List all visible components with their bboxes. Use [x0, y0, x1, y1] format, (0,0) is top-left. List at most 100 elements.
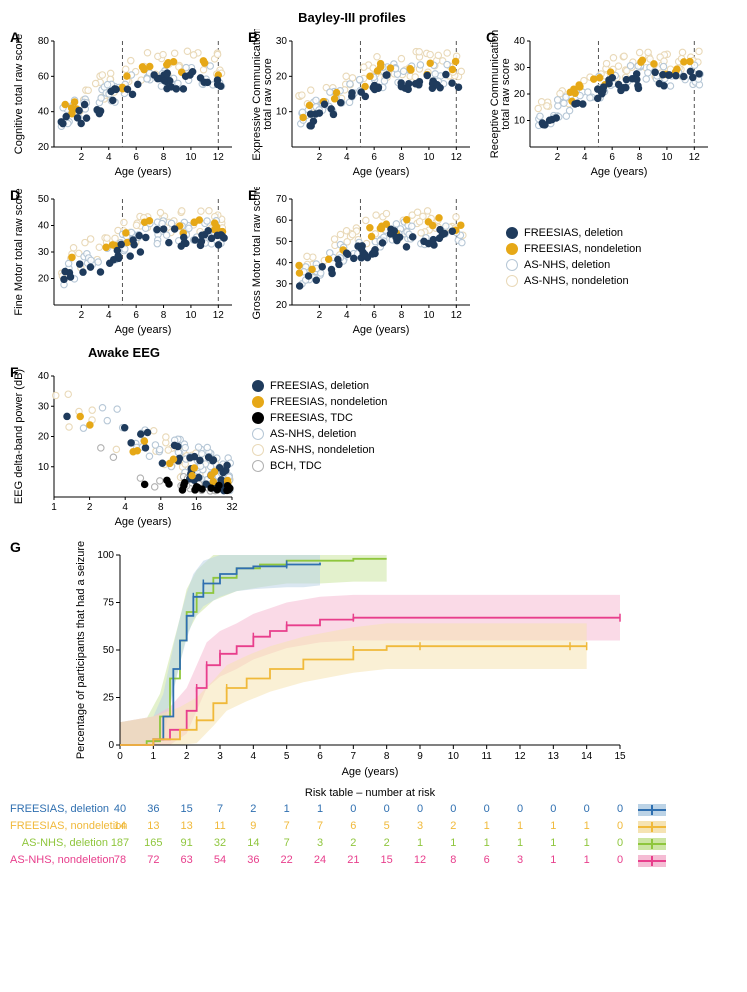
risk-cell: 1 [408, 837, 432, 849]
risk-cell: 3 [408, 820, 432, 832]
risk-cell: 3 [308, 837, 332, 849]
risk-cell: 0 [608, 837, 632, 849]
svg-text:3: 3 [217, 751, 223, 762]
bayley-title: Bayley-III profiles [10, 10, 694, 25]
panel-label: F [10, 364, 19, 380]
risk-cell: 2 [375, 837, 399, 849]
svg-text:30: 30 [38, 247, 50, 258]
svg-text:8: 8 [637, 152, 643, 163]
risk-cell: 1 [575, 854, 599, 866]
risk-cell: 1 [575, 837, 599, 849]
risk-cell: 2 [241, 803, 265, 815]
svg-text:10: 10 [38, 462, 50, 473]
risk-cell: 8 [441, 854, 465, 866]
risk-cell: 1 [275, 803, 299, 815]
risk-cell: 0 [608, 854, 632, 866]
panel-label: G [10, 539, 21, 555]
svg-text:60: 60 [38, 71, 50, 82]
legend-label: AS-NHS, deletion [524, 259, 610, 271]
svg-text:100: 100 [97, 550, 114, 561]
risk-cell: 0 [608, 820, 632, 832]
svg-text:9: 9 [417, 751, 423, 762]
svg-text:75: 75 [103, 598, 115, 609]
svg-text:2: 2 [317, 310, 323, 321]
svg-text:40: 40 [38, 371, 50, 382]
risk-cell: 7 [208, 803, 232, 815]
svg-text:4: 4 [251, 751, 257, 762]
svg-text:30: 30 [514, 63, 526, 74]
svg-text:14: 14 [581, 751, 593, 762]
risk-cell: 6 [341, 820, 365, 832]
risk-cell: 0 [541, 803, 565, 815]
panel-e: 20304050607024681012Age (years)Gross Mot… [248, 187, 476, 337]
svg-text:12: 12 [213, 152, 225, 163]
risk-row-label: AS-NHS, nondeletion [10, 854, 114, 866]
row-abc: 2040608024681012Age (years)Cognitive tot… [10, 29, 737, 179]
svg-text:12: 12 [689, 152, 701, 163]
panel-label: E [248, 187, 257, 203]
risk-row-label: AS-NHS, deletion [10, 837, 114, 849]
risk-swatch [638, 838, 666, 850]
risk-cell: 7 [275, 837, 299, 849]
risk-cell: 13 [141, 820, 165, 832]
risk-cell: 32 [208, 837, 232, 849]
risk-cell: 1 [441, 837, 465, 849]
legend-item: FREESIAS, nondeletion [252, 396, 387, 408]
risk-cell: 91 [175, 837, 199, 849]
risk-cell: 36 [241, 854, 265, 866]
risk-swatch [638, 804, 666, 816]
risk-cell: 7 [275, 820, 299, 832]
svg-text:10: 10 [185, 152, 197, 163]
risk-row: FREESIAS, deletion4036157211000000000 [10, 803, 737, 819]
risk-cell: 0 [608, 803, 632, 815]
svg-text:40: 40 [514, 36, 526, 47]
svg-text:Age (years): Age (years) [115, 166, 172, 178]
svg-text:10: 10 [514, 116, 526, 127]
svg-text:4: 4 [106, 152, 112, 163]
risk-cell: 14 [108, 820, 132, 832]
risk-cell: 54 [208, 854, 232, 866]
legend-label: FREESIAS, deletion [524, 227, 623, 239]
svg-text:8: 8 [161, 310, 167, 321]
risk-cell: 22 [275, 854, 299, 866]
svg-text:2: 2 [79, 310, 85, 321]
risk-cell: 1 [541, 820, 565, 832]
risk-cell: 9 [241, 820, 265, 832]
svg-text:4: 4 [106, 310, 112, 321]
svg-text:8: 8 [384, 751, 390, 762]
panel-c: 1020304024681012Age (years)Receptive Com… [486, 29, 714, 179]
risk-cell: 11 [208, 820, 232, 832]
risk-cell: 1 [475, 837, 499, 849]
svg-text:Percentage of participants tha: Percentage of participants that had a se… [75, 541, 87, 759]
legend-eeg: FREESIAS, deletionFREESIAS, nondeletionF… [248, 364, 387, 476]
svg-text:4: 4 [344, 310, 350, 321]
svg-text:6: 6 [133, 152, 139, 163]
svg-text:10: 10 [448, 751, 460, 762]
svg-text:Age (years): Age (years) [591, 166, 648, 178]
svg-text:60: 60 [276, 215, 288, 226]
legend-item: AS-NHS, nondeletion [252, 444, 387, 456]
panel-label: B [248, 29, 258, 45]
risk-cell: 1 [475, 820, 499, 832]
risk-cell: 0 [475, 803, 499, 815]
legend-label: AS-NHS, nondeletion [524, 275, 629, 287]
svg-text:2: 2 [317, 152, 323, 163]
svg-text:12: 12 [213, 310, 225, 321]
svg-text:Age (years): Age (years) [353, 166, 410, 178]
legend-label: FREESIAS, deletion [270, 380, 369, 392]
risk-cell: 0 [375, 803, 399, 815]
risk-cell: 1 [308, 803, 332, 815]
panel-b: 10203024681012Age (years)Expressive Comm… [248, 29, 476, 179]
svg-text:1: 1 [151, 751, 157, 762]
eeg-title: Awake EEG [10, 345, 238, 360]
row-f: 1020304012481632Age (years)EEG delta-ban… [10, 364, 737, 529]
risk-swatch [638, 821, 666, 833]
svg-text:20: 20 [514, 89, 526, 100]
risk-swatch [638, 855, 666, 867]
svg-text:11: 11 [481, 751, 492, 762]
svg-text:total raw score: total raw score [500, 58, 512, 130]
svg-text:2: 2 [184, 751, 190, 762]
svg-text:80: 80 [38, 36, 50, 47]
svg-text:13: 13 [548, 751, 560, 762]
legend-label: FREESIAS, nondeletion [524, 243, 641, 255]
